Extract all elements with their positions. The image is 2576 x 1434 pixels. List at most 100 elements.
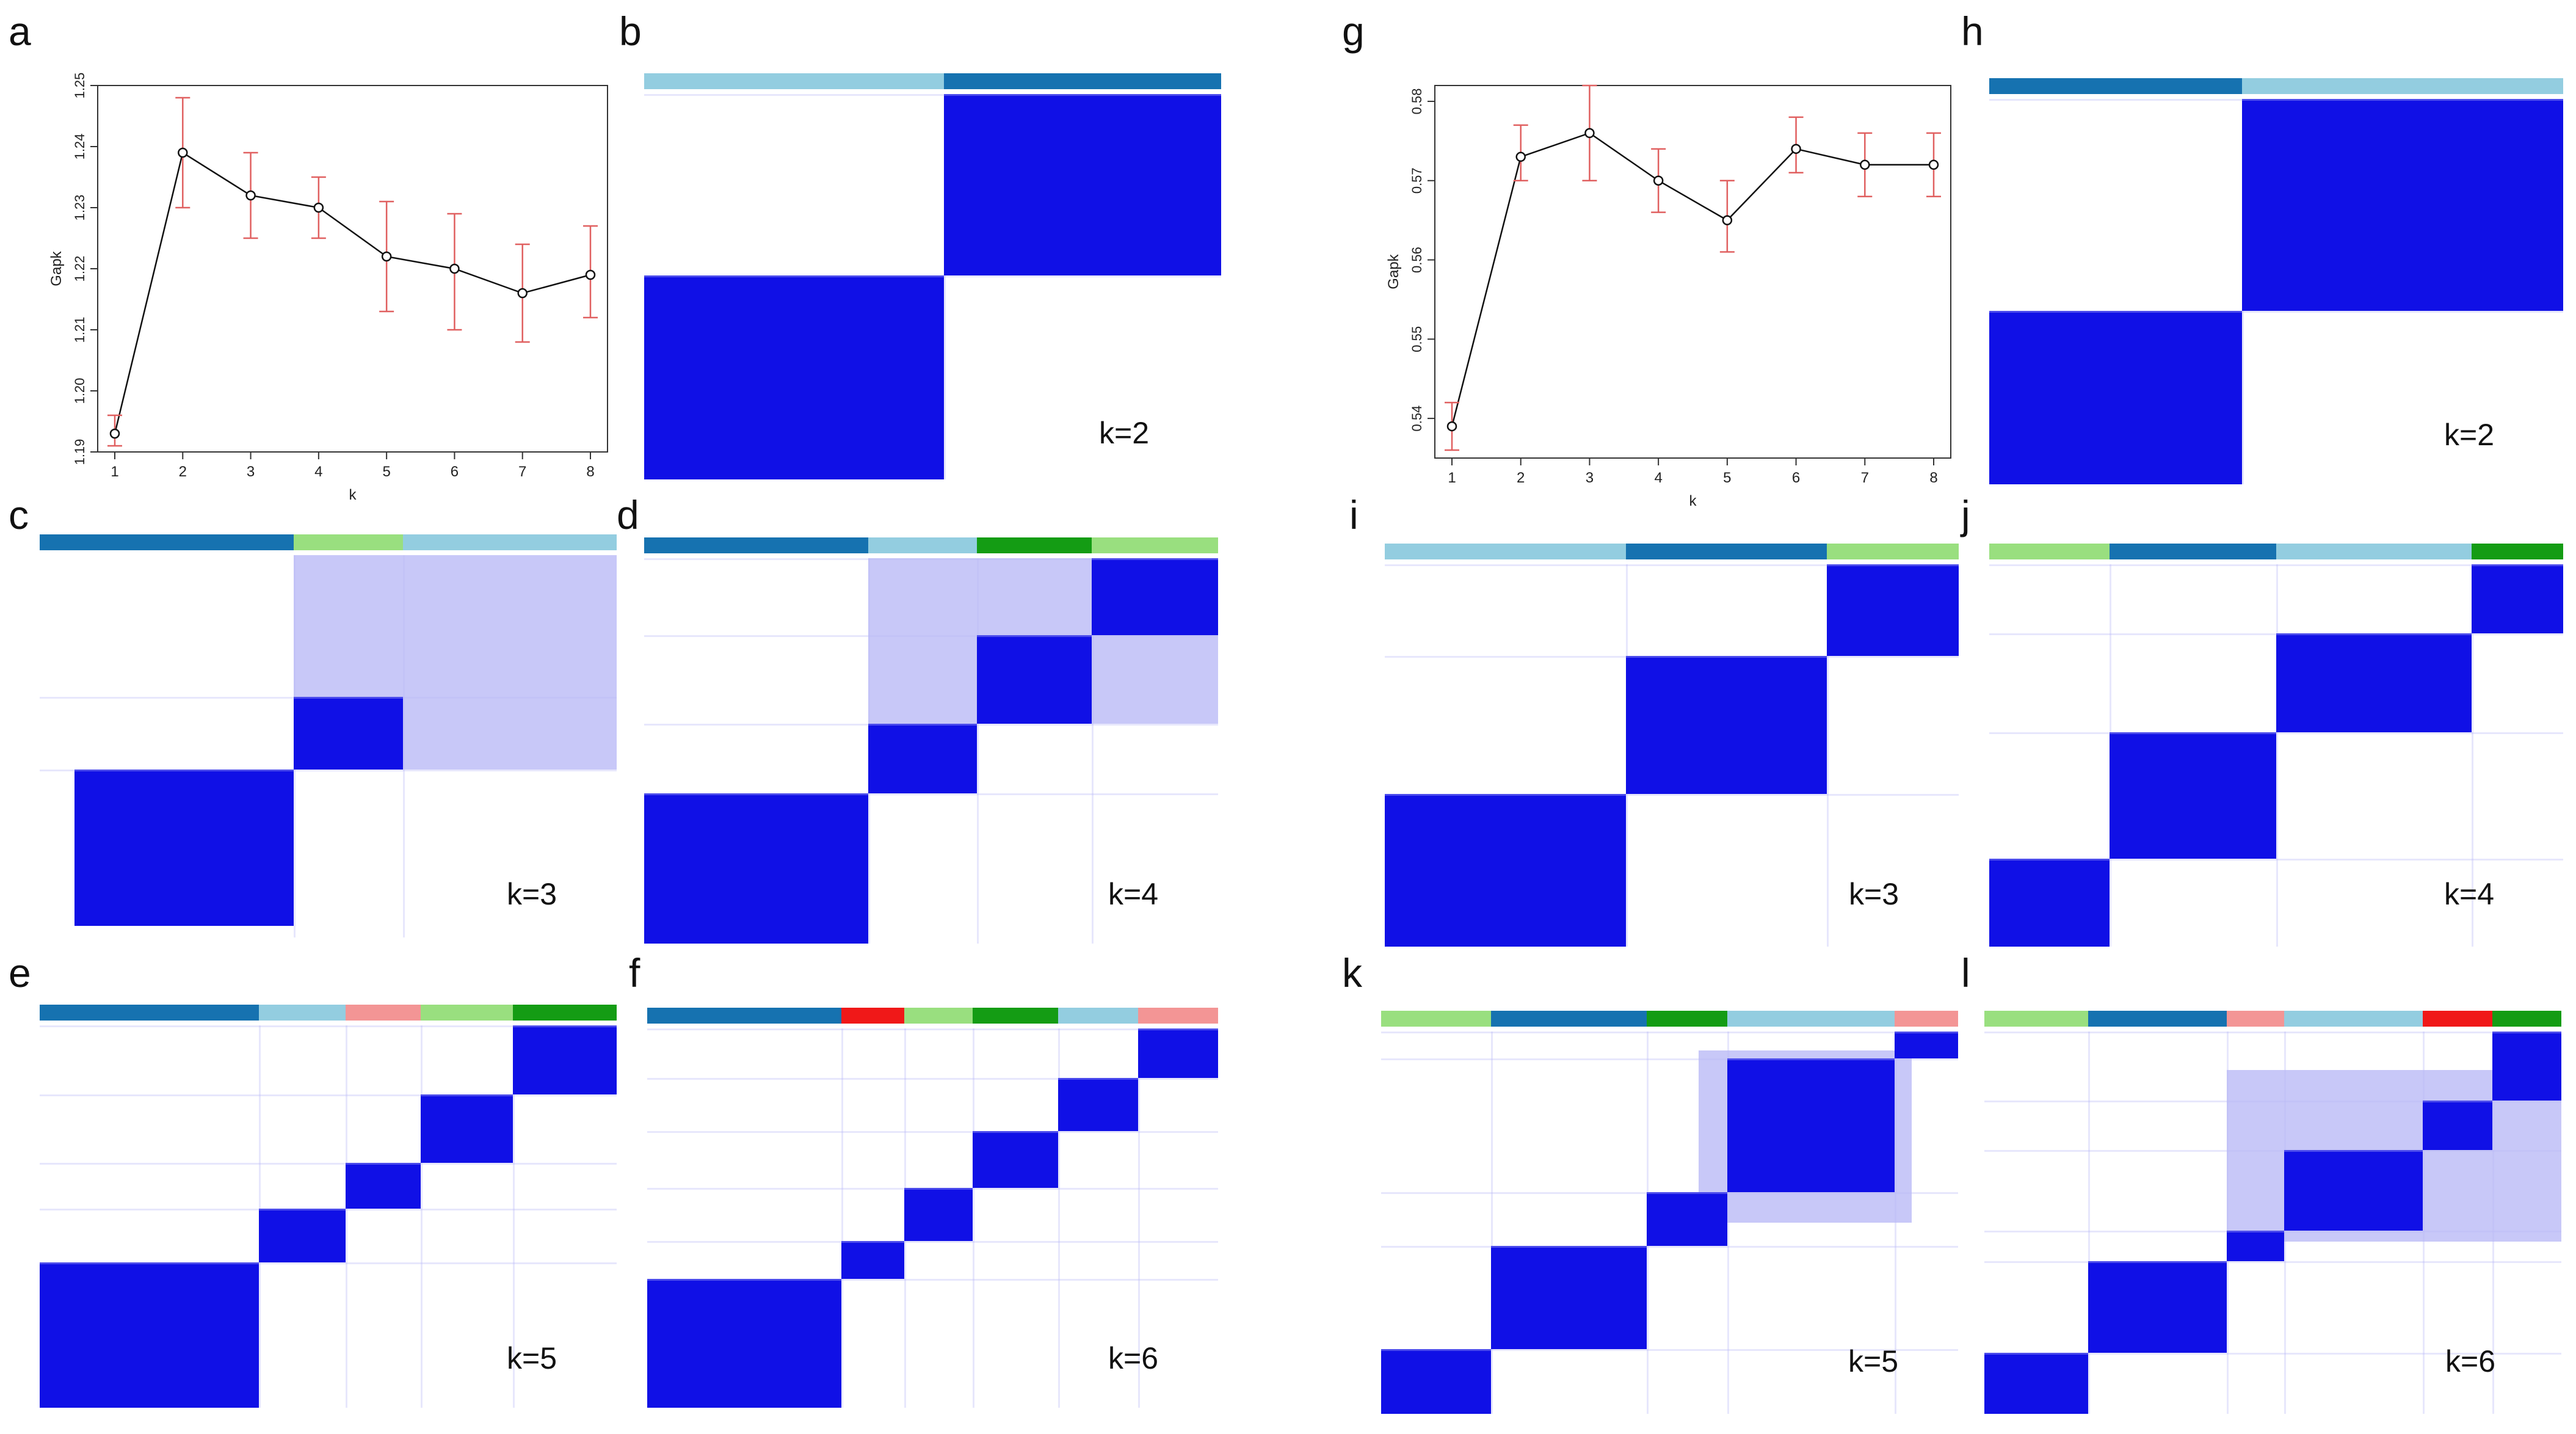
heatmap-block [1385,793,1626,947]
series-line [114,151,591,434]
panel-letter-f: f [629,950,640,995]
y-tick-label: 0.56 [1409,247,1424,273]
k-label-e: k=5 [507,1341,557,1375]
k-label-k: k=5 [1848,1344,1899,1378]
heatmap-block [868,724,978,793]
data-point [585,269,596,280]
heatmap-block [2284,1150,2423,1231]
heatmap-block [2110,732,2276,859]
data-point [1515,151,1526,162]
heatmap-block [2226,1230,2285,1261]
panel-letter-d: d [617,492,639,537]
data-point [1860,159,1870,170]
data-point [245,190,256,201]
heatmap-trace [647,1187,1218,1190]
panel-letter-h: h [1961,9,1984,54]
heatmap-block [40,1262,259,1408]
heatmap-block [2088,1261,2227,1353]
heatmap-trace [944,94,946,479]
heatmap-trace [644,558,1218,560]
cluster-segment [1092,537,1218,553]
heatmap-trace [1989,859,2563,861]
heatmap-trace [40,1094,617,1096]
heatmap-block [904,1187,973,1241]
k-label-f: k=6 [1108,1341,1159,1375]
cluster-strip-j [1989,544,2563,559]
y-tick-label: 1.19 [72,439,87,465]
heatmap-block [1989,859,2110,947]
heatmap-trace [1984,1352,2561,1355]
cluster-segment [2423,1011,2492,1027]
cluster-segment [1381,1011,1491,1027]
consensus-heatmap-c: k=3 [40,534,617,937]
y-tick-label: 1.20 [72,378,87,404]
heatmap-trace [1381,1245,1958,1248]
heatmap-block [977,635,1092,724]
x-tick-label: 7 [1861,470,1869,486]
heatmap-block [1490,1245,1647,1349]
heatmap-trace [1989,99,2563,101]
k-label-b: k=2 [1099,416,1150,450]
cluster-strip-f [647,1008,1218,1024]
heatmap-trace [512,1025,515,1408]
cluster-segment [644,537,868,553]
heatmap-trace [1727,1032,1729,1414]
heatmap-trace [1984,1261,2561,1263]
x-tick-label: 5 [382,464,390,480]
heatmap-matrix-b [644,94,1221,479]
heatmap-trace [647,1130,1218,1133]
consensus-heatmap-l: k=6 [1984,1011,2561,1414]
heatmap-trace [2226,1032,2229,1414]
panel-letter-k: k [1342,950,1362,995]
heatmap-block [512,1025,617,1094]
heatmap-trace [647,1240,1218,1243]
x-tick-label: 2 [1517,470,1525,486]
data-point [1722,215,1733,225]
heatmap-trace [647,1077,1218,1080]
k-label-j: k=4 [2444,877,2495,911]
cluster-segment [259,1005,346,1021]
heatmap-trace [1381,1032,1958,1033]
consensus-heatmap-k: k=5 [1381,1011,1958,1414]
cluster-segment [647,1008,841,1024]
cluster-strip-h [1989,78,2563,94]
heatmap-matrix-h [1989,99,2563,484]
y-tick-label: 0.57 [1409,167,1424,194]
heatmap-trace [40,696,617,699]
cluster-segment [841,1008,904,1024]
cluster-strip-k [1381,1011,1958,1027]
cluster-strip-c [40,534,617,550]
heatmap-block [1138,1028,1218,1078]
consensus-heatmap-j: k=4 [1989,544,2563,947]
heatmap-trace [1989,732,2563,735]
y-axis-label: Gapk [1385,253,1402,289]
heatmap-trace [2423,1032,2425,1414]
cluster-segment [1727,1011,1895,1027]
heatmap-block [1984,1352,2089,1414]
panel-letter-j: j [1961,492,1970,537]
k-label-d: k=4 [1108,877,1159,911]
heatmap-trace [40,769,617,771]
cluster-segment [2241,78,2563,94]
heatmap-block [1826,564,1959,657]
heatmap-trace [1092,558,1094,944]
heatmap-matrix-j [1989,564,2563,947]
heatmap-trace [644,793,1218,795]
y-tick-label: 0.54 [1409,406,1424,432]
y-tick-label: 0.55 [1409,326,1424,352]
heatmap-trace [40,1262,617,1265]
cluster-segment [977,537,1092,553]
heatmap-trace [1826,564,1829,947]
cluster-segment [1625,544,1827,559]
heatmap-trace [1984,1032,2561,1033]
x-tick-label: 4 [314,464,322,480]
heatmap-trace [1984,1230,2561,1232]
heatmap-block [944,94,1221,275]
x-axis-label: k [349,487,357,503]
y-tick-label: 1.24 [72,134,87,160]
y-tick-label: 0.58 [1409,89,1424,115]
heatmap-trace [1989,633,2563,635]
x-tick-label: 7 [518,464,526,480]
cluster-segment [972,1008,1059,1024]
heatmap-block [841,1240,904,1279]
